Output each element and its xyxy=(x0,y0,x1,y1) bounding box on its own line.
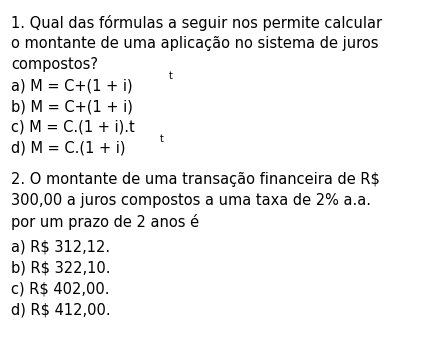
Text: d) M = C.(1 + i): d) M = C.(1 + i) xyxy=(11,141,126,156)
Text: o montante de uma aplicação no sistema de juros: o montante de uma aplicação no sistema d… xyxy=(11,36,379,51)
Text: por um prazo de 2 anos é: por um prazo de 2 anos é xyxy=(11,214,199,230)
Text: c) M = C.(1 + i).t: c) M = C.(1 + i).t xyxy=(11,120,135,135)
Text: b) M = C+(1 + i): b) M = C+(1 + i) xyxy=(11,99,133,114)
Text: b) R$ 322,10.: b) R$ 322,10. xyxy=(11,260,111,275)
Text: a) R$ 312,12.: a) R$ 312,12. xyxy=(11,239,110,254)
Text: c) R$ 402,00.: c) R$ 402,00. xyxy=(11,281,110,296)
Text: t: t xyxy=(169,71,173,81)
Text: 1. Qual das fórmulas a seguir nos permite calcular: 1. Qual das fórmulas a seguir nos permit… xyxy=(11,15,382,31)
Text: 300,00 a juros compostos a uma taxa de 2% a.a.: 300,00 a juros compostos a uma taxa de 2… xyxy=(11,193,371,208)
Text: 2. O montante de uma transação financeira de R$: 2. O montante de uma transação financeir… xyxy=(11,172,380,187)
Text: compostos?: compostos? xyxy=(11,57,98,72)
Text: a) M = C+(1 + i): a) M = C+(1 + i) xyxy=(11,78,133,93)
Text: d) R$ 412,00.: d) R$ 412,00. xyxy=(11,302,111,317)
Text: t: t xyxy=(160,134,164,144)
